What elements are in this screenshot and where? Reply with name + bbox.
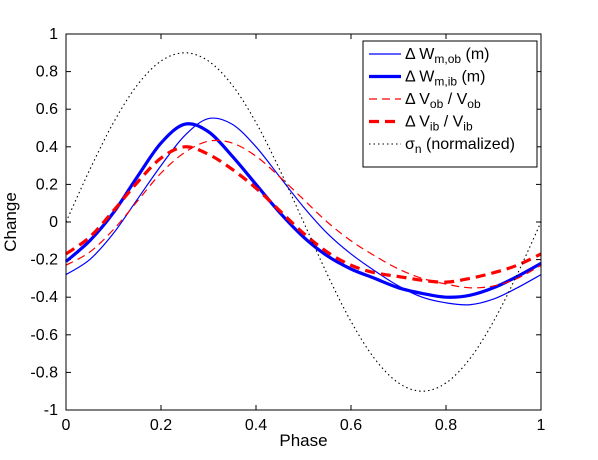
x-tick-label: 0.4 [245, 417, 267, 434]
series-lines [64, 52, 542, 392]
series-line-2 [65, 139, 542, 289]
x-tick-label: 0.8 [435, 417, 457, 434]
plot-frame [65, 33, 542, 411]
series-line-3 [65, 145, 542, 284]
series-line-0 [65, 117, 542, 306]
legend-entry-2: Δ Vob / Vob [405, 91, 481, 111]
x-tick-label: 0.6 [340, 417, 362, 434]
y-tick-label: 0.2 [36, 176, 58, 193]
y-tick-label: -0.8 [30, 364, 58, 381]
y-tick-label: 0.6 [36, 101, 58, 118]
axis-ticks: 0 0.2 0.4 0.6 0.8 1 1 0.8 0.6 0.4 0.2 0 -0.2 -0.4 -0.6… [30, 26, 545, 434]
series-line-4 [65, 52, 542, 392]
x-axis-label: Phase [279, 431, 327, 450]
y-tick-label: -1 [44, 402, 58, 419]
y-axis-label: Change [1, 192, 20, 252]
y-tick-label: 0.4 [36, 139, 58, 156]
y-tick-label: 0 [49, 214, 58, 231]
x-tick-label: 0 [62, 417, 71, 434]
y-tick-label: -0.2 [30, 252, 58, 269]
legend-entry-1: Δ Wm,ib (m) [405, 69, 485, 89]
x-tick-label: 0.2 [150, 417, 172, 434]
legend-entry-4: σn (normalized) [405, 136, 515, 156]
legend-entry-3: Δ Vib / Vib [405, 114, 473, 134]
legend-entry-0: Δ Wm,ob (m) [405, 46, 489, 66]
x-tick-label: 1 [537, 417, 546, 434]
series-line-1 [64, 122, 542, 299]
legend-box [362, 40, 538, 168]
y-tick-label: 1 [49, 26, 58, 43]
y-tick-label: 0.8 [36, 64, 58, 81]
legend: Δ Wm,ob (m) Δ Wm,ib (m)Δ Vob / Vob Δ Vib /… [362, 40, 538, 168]
y-tick-label: -0.4 [30, 289, 58, 306]
y-tick-label: -0.6 [30, 327, 58, 344]
